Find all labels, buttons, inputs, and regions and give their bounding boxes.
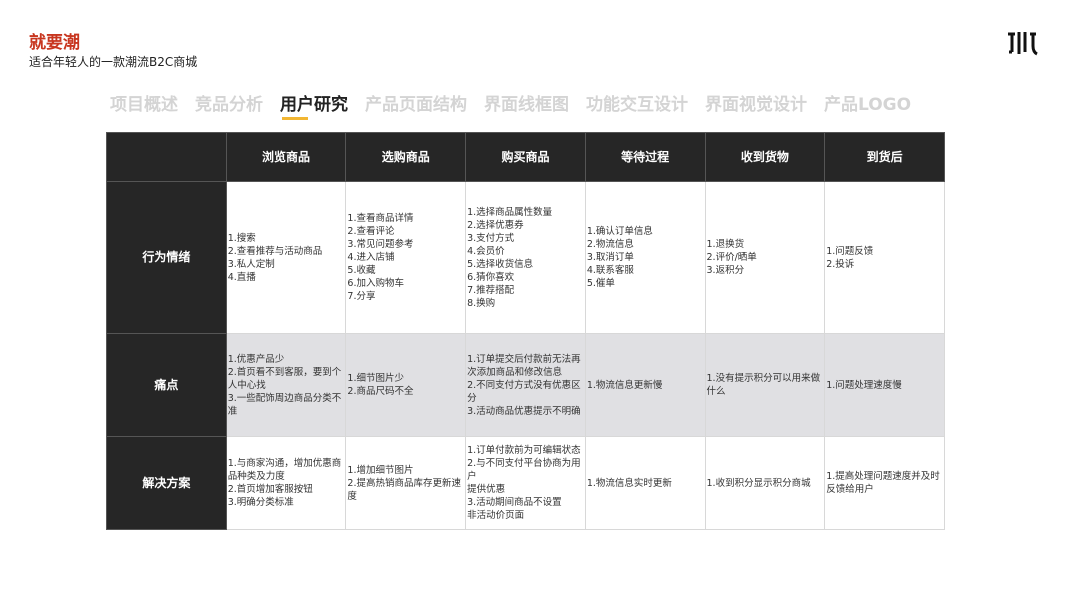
cell-line: 2.不同支付方式没有优惠区分: [467, 379, 581, 404]
cell-line: 2.物流信息: [586, 239, 634, 250]
table-cell: 1.物流信息实时更新: [584, 436, 706, 530]
cell-line: 3.活动商品优惠提示不明确: [467, 405, 581, 417]
table-cell: 1.订单提交后付款前无法再次添加商品和修改信息 2.不同支付方式没有优惠区分 3.活…: [465, 333, 586, 437]
cell-line: 2.首页增加客服按钮: [227, 484, 313, 495]
cell-line: 3.活动期间商品不设置: [467, 497, 562, 508]
cell-line: 2.查看评论: [347, 226, 395, 237]
tab-2[interactable]: 用户研究: [280, 90, 348, 120]
cell-line: 3.支付方式: [467, 232, 515, 244]
table-row: 解决方案 1.与商家沟通，增加优惠商品种类及力度 2.首页增加客服按钮 3.明确分类标…: [106, 436, 945, 530]
cell-line: 7.推荐搭配: [467, 284, 515, 296]
cell-line: 2.评价/晒单: [706, 252, 757, 263]
section-tabs: 项目概述 竞品分析 用户研究 产品页面结构 界面线框图 功能交互设计 界面视觉设计 产品LOG…: [110, 90, 912, 120]
table-cell: 1.问题处理速度慢: [824, 333, 945, 437]
cell-line: 6.加入购物车: [347, 278, 404, 289]
cell-line: 1.搜索: [227, 232, 256, 244]
cell-line: 5.选择收货信息: [467, 258, 534, 270]
cell-line: 5.收藏: [347, 265, 376, 276]
brand-logo-icon: [1008, 32, 1038, 56]
cell-line: 2.查看推荐与活动商品: [227, 245, 323, 257]
cell-line: 2.投诉: [826, 258, 855, 270]
table-cell: 1.细节图片少 2.商品尺码不全: [345, 333, 467, 437]
row-header: 行为情绪: [106, 181, 227, 334]
table-cell: 1.订单付款前为可编辑状态 2.与不同支付平台协商为用户提供优惠 3.活动期间商品不…: [465, 436, 586, 530]
tab-6[interactable]: 界面视觉设计: [705, 95, 807, 115]
cell-line: 3.一些配饰周边商品分类不准: [227, 392, 342, 417]
column-header: 选购商品: [345, 132, 467, 182]
table-cell: 1.问题反馈 2.投诉: [824, 181, 945, 334]
tab-3[interactable]: 产品页面结构: [365, 95, 467, 115]
table-cell: 1.优惠产品少 2.首页看不到客服，要到个人中心找 3.一些配饰周边商品分类不准: [225, 333, 347, 437]
user-journey-table: 浏览商品 选购商品 购买商品 等待过程 收到货物 到货后 行为情绪 1.搜索 2.查看推荐与活…: [106, 132, 945, 530]
table-row: 痛点 1.优惠产品少 2.首页看不到客服，要到个人中心找 3.一些配饰周边商品分类不准…: [106, 333, 945, 437]
cell-line: 1.提高处理问题速度并及时反馈给用户: [826, 471, 940, 495]
cell-line: 2.选择优惠券: [467, 219, 524, 231]
table-cell: 1.没有提示积分可以用来做什么: [704, 333, 826, 437]
cell-line: 1.选择商品属性数量: [467, 206, 553, 218]
cell-line: 1.与商家沟通，增加优惠商品种类及力度: [227, 458, 342, 482]
tab-1[interactable]: 竞品分析: [195, 95, 263, 115]
tab-5[interactable]: 功能交互设计: [586, 95, 688, 115]
tab-4[interactable]: 界面线框图: [484, 95, 569, 115]
cell-line: 1.订单提交后付款前无法再次添加商品和修改信息: [467, 353, 581, 378]
cell-line: 4.直播: [227, 271, 256, 283]
brand-subtitle: 适合年轻人的一款潮流B2C商城: [29, 55, 198, 69]
row-header: 痛点: [106, 333, 227, 437]
brand-title: 就要潮: [29, 33, 80, 53]
tab-0[interactable]: 项目概述: [110, 95, 178, 115]
table-cell: 1.确认订单信息 2.物流信息 3.取消订单 4.联系客服 5.催单: [584, 181, 706, 334]
cell-line: 1.优惠产品少: [227, 353, 285, 365]
cell-line: 6.猜你喜欢: [467, 271, 515, 283]
table-cell: 1.收到积分显示积分商城: [704, 436, 826, 530]
cell-line: 1.物流信息更新慢: [586, 379, 663, 391]
cell-line: 7.分享: [347, 291, 376, 302]
cell-line: 提供优惠: [467, 484, 506, 495]
cell-line: 2.提高热销商品库存更新速度: [347, 477, 461, 502]
column-header: 等待过程: [584, 132, 706, 182]
cell-line: 3.私人定制: [227, 258, 275, 270]
column-header: 到货后: [824, 132, 945, 182]
cell-line: 4.会员价: [467, 245, 505, 257]
cell-line: 4.进入店铺: [347, 252, 395, 263]
table-row: 行为情绪 1.搜索 2.查看推荐与活动商品 3.私人定制 4.直播 1.查看商品详情 2.查…: [106, 181, 945, 334]
table-cell: 1.物流信息更新慢: [584, 333, 706, 437]
cell-line: 3.返积分: [706, 265, 745, 276]
cell-line: 1.问题反馈: [826, 245, 874, 257]
cell-line: 1.问题处理速度慢: [826, 379, 902, 391]
table-cell: 1.退换货 2.评价/晒单 3.返积分: [704, 181, 826, 334]
cell-line: 3.取消订单: [586, 252, 634, 263]
cell-line: 1.收到积分显示积分商城: [706, 477, 811, 489]
tab-7[interactable]: 产品LOGO: [824, 95, 912, 115]
cell-line: 1.增加细节图片: [347, 464, 414, 476]
column-header: 浏览商品: [225, 132, 347, 182]
table-cell: 1.增加细节图片 2.提高热销商品库存更新速度: [345, 436, 467, 530]
cell-line: 非活动价页面: [467, 510, 525, 521]
cell-line: 1.物流信息实时更新: [586, 477, 672, 489]
cell-line: 2.商品尺码不全: [347, 386, 414, 397]
table-cell: 1.搜索 2.查看推荐与活动商品 3.私人定制 4.直播: [225, 181, 347, 334]
cell-line: 1.订单付款前为可编辑状态: [467, 445, 581, 456]
cell-line: 2.与不同支付平台协商为用户: [467, 458, 581, 482]
cell-line: 8.换购: [467, 297, 496, 309]
cell-line: 1.退换货: [706, 239, 745, 250]
corner-cell: [106, 132, 227, 182]
cell-line: 1.查看商品详情: [347, 213, 414, 224]
table-cell: 1.查看商品详情 2.查看评论 3.常见问题参考 4.进入店铺 5.收藏 6.加入购物车 7…: [345, 181, 467, 334]
column-header: 收到货物: [704, 132, 826, 182]
row-header: 解决方案: [106, 436, 227, 530]
table-cell: 1.选择商品属性数量 2.选择优惠券 3.支付方式 4.会员价 5.选择收货信息 6.猜你…: [465, 181, 586, 334]
cell-line: 1.确认订单信息: [586, 226, 653, 237]
cell-line: 3.常见问题参考: [347, 239, 414, 250]
table-cell: 1.与商家沟通，增加优惠商品种类及力度 2.首页增加客服按钮 3.明确分类标准: [225, 436, 347, 530]
column-header: 购买商品: [465, 132, 586, 182]
cell-line: 1.没有提示积分可以用来做什么: [706, 373, 821, 397]
cell-line: 2.首页看不到客服，要到个人中心找: [227, 366, 342, 391]
cell-line: 3.明确分类标准: [227, 497, 294, 508]
cell-line: 5.催单: [586, 278, 615, 289]
cell-line: 1.细节图片少: [347, 373, 404, 384]
cell-line: 4.联系客服: [586, 265, 634, 276]
table-cell: 1.提高处理问题速度并及时反馈给用户: [824, 436, 945, 530]
